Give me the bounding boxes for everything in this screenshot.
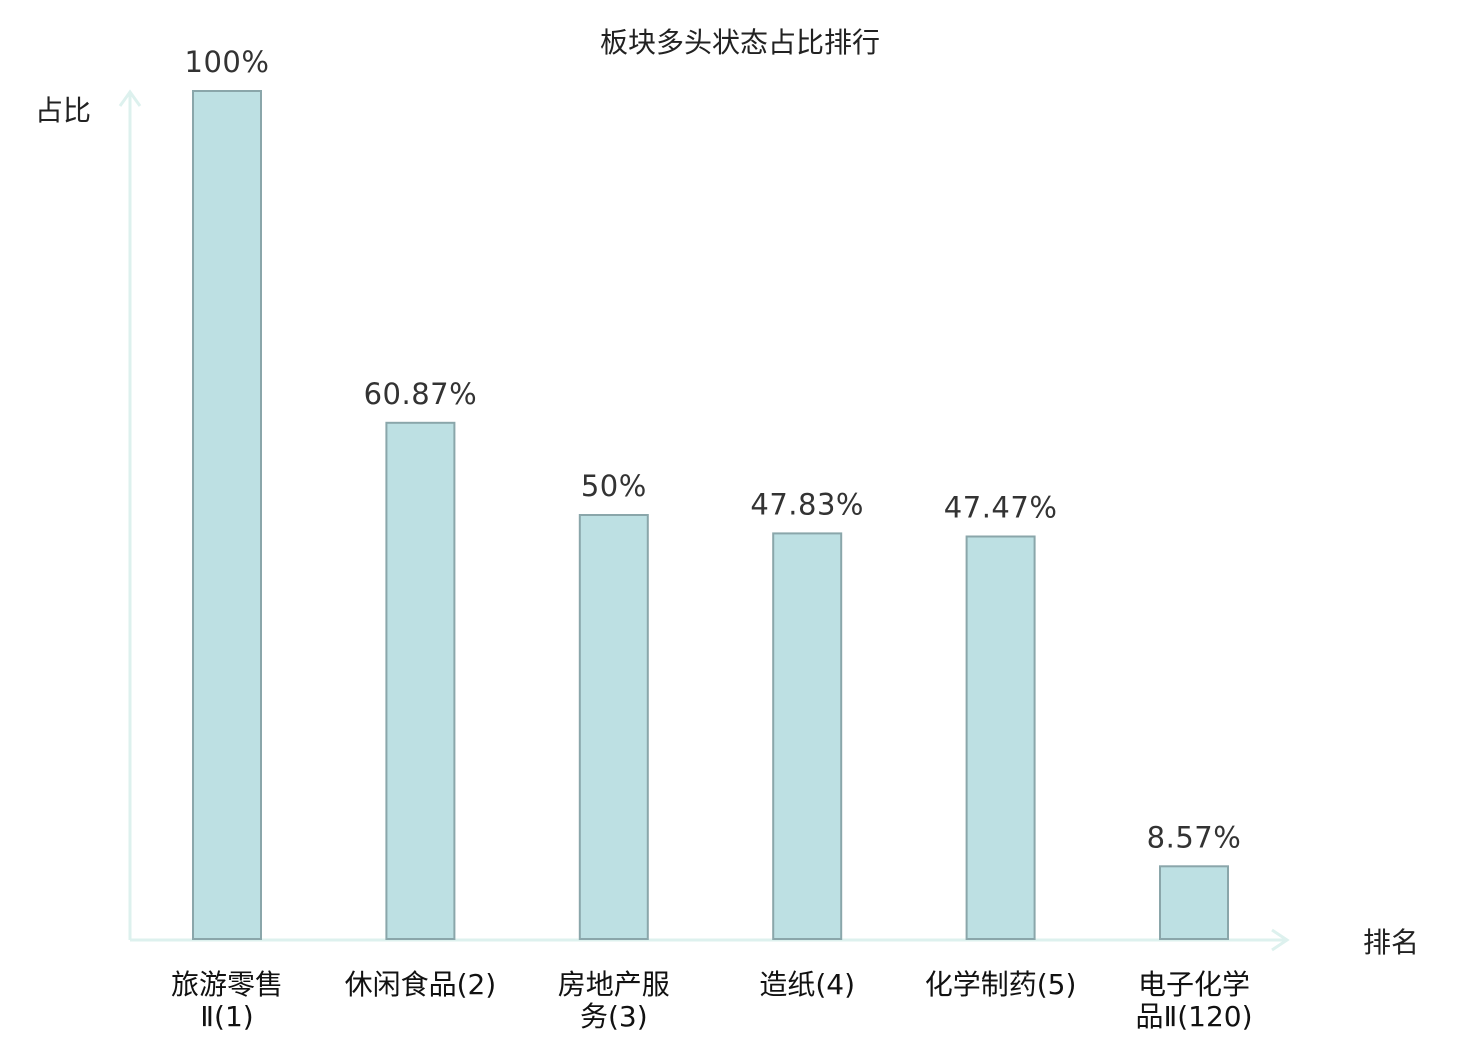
value-label-2: 60.87% (364, 377, 478, 411)
y-axis-label: 占比 (35, 94, 91, 127)
bar-6 (1159, 865, 1229, 940)
value-label-4: 47.83% (750, 487, 864, 521)
category-label-4: 造纸(4) (759, 968, 855, 1001)
category-label-1: 旅游零售 Ⅱ(1) (171, 968, 283, 1033)
category-label-6: 电子化学品Ⅱ(120) (1135, 968, 1252, 1033)
category-label-2: 休闲食品(2) (345, 968, 497, 1001)
y-axis-arrow (118, 89, 142, 107)
value-label-5: 47.47% (944, 491, 1058, 525)
bars-group (192, 90, 1229, 941)
value-label-1: 100% (185, 45, 270, 79)
bar-4 (772, 532, 843, 941)
value-label-3: 50% (581, 469, 647, 503)
x-axis-arrow (1271, 928, 1290, 952)
value-labels-group: 100% 60.87% 50% 47.83% 47.47% 8.57% (185, 45, 1242, 854)
category-label-5: 化学制药(5) (925, 968, 1077, 1001)
category-label-3: 房地产服务(3) (558, 968, 670, 1033)
bar-1 (192, 90, 262, 940)
value-label-6: 8.57% (1147, 820, 1242, 854)
bar-3 (578, 514, 649, 940)
bar-2 (385, 421, 456, 940)
bar-5 (965, 535, 1036, 940)
chart-title: 板块多头状态占比排行 (600, 26, 880, 59)
category-labels-group: 旅游零售 Ⅱ(1) 休闲食品(2) 房地产服务(3) 造纸(4) 化学制药(5) 电子化学品… (171, 968, 1253, 1033)
x-axis-label: 排名 (1363, 926, 1419, 959)
